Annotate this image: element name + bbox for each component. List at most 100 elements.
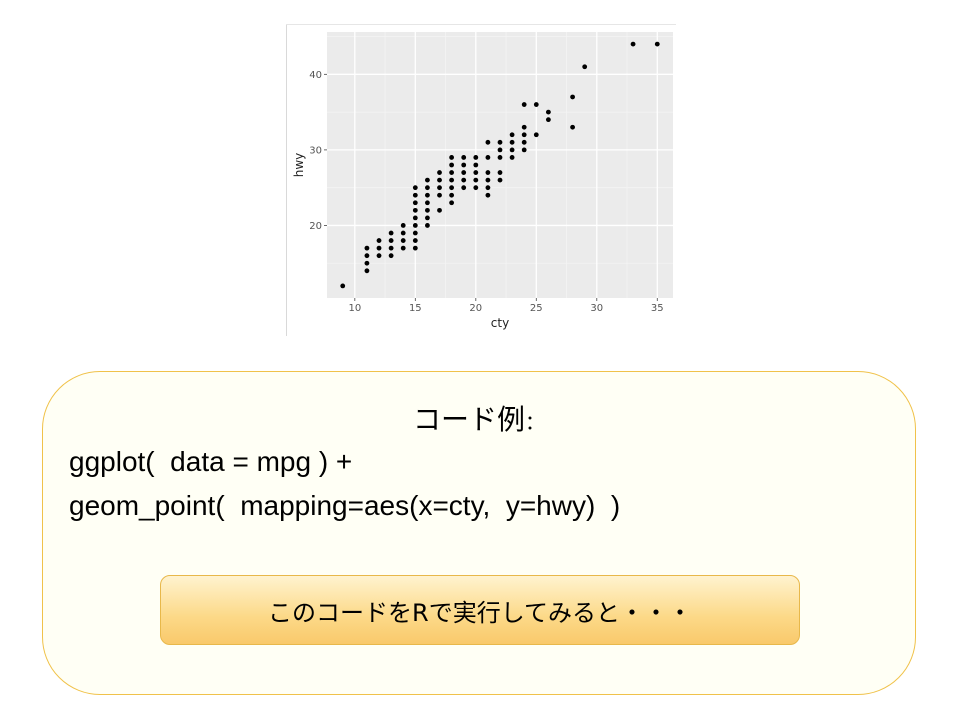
data-point bbox=[412, 223, 418, 228]
data-point bbox=[485, 192, 491, 198]
data-point bbox=[364, 253, 370, 259]
data-point bbox=[425, 200, 430, 206]
data-point bbox=[545, 117, 551, 123]
data-point bbox=[364, 260, 370, 266]
x-axis-ticks: 10 15 20 25 30 35 bbox=[348, 298, 664, 314]
code-example-panel: コード例： ggplot( data = mpg ) + geom_point(… bbox=[42, 371, 916, 695]
data-point bbox=[388, 245, 394, 251]
data-point bbox=[425, 207, 430, 213]
data-point bbox=[449, 200, 455, 206]
data-point bbox=[485, 139, 491, 145]
y-tick-label: 30 bbox=[309, 145, 322, 156]
x-tick-label: 20 bbox=[469, 303, 482, 314]
x-tick-label: 10 bbox=[348, 303, 361, 314]
data-point bbox=[497, 147, 503, 153]
plot-panel bbox=[327, 32, 673, 298]
data-point bbox=[509, 139, 515, 145]
data-point bbox=[412, 215, 418, 221]
data-point bbox=[437, 192, 442, 198]
data-point bbox=[654, 41, 660, 47]
data-point bbox=[509, 147, 515, 153]
data-point bbox=[461, 177, 467, 183]
data-point bbox=[533, 102, 539, 107]
scatter-plot: 10 15 20 25 30 35 20 30 40 cty hwy bbox=[286, 24, 676, 336]
data-point bbox=[388, 253, 394, 259]
data-point bbox=[473, 177, 479, 183]
data-point bbox=[412, 185, 418, 191]
code-example-title-text: コード例 bbox=[412, 403, 525, 436]
data-point bbox=[376, 245, 382, 251]
data-point bbox=[485, 185, 491, 191]
data-point bbox=[473, 185, 479, 191]
data-point bbox=[545, 109, 551, 115]
x-tick-label: 30 bbox=[590, 303, 603, 314]
data-point bbox=[630, 41, 636, 47]
data-point bbox=[509, 155, 515, 160]
data-point bbox=[449, 192, 455, 198]
data-point bbox=[364, 268, 370, 274]
data-point bbox=[521, 102, 527, 107]
data-point bbox=[412, 192, 418, 198]
x-axis-title: cty bbox=[491, 316, 509, 330]
code-example-title: コード例： bbox=[43, 398, 915, 438]
data-point bbox=[364, 245, 370, 251]
data-point bbox=[425, 185, 430, 191]
data-point bbox=[485, 177, 491, 183]
data-point bbox=[400, 223, 406, 228]
data-point bbox=[497, 170, 503, 175]
data-point bbox=[461, 155, 467, 160]
data-point bbox=[521, 124, 527, 130]
y-axis-title: hwy bbox=[292, 153, 306, 178]
data-point bbox=[449, 162, 455, 168]
data-point bbox=[485, 170, 491, 175]
minor-gridlines bbox=[327, 32, 673, 298]
data-point bbox=[533, 132, 539, 138]
data-point bbox=[425, 223, 430, 228]
data-point bbox=[461, 162, 467, 168]
data-point bbox=[340, 283, 346, 289]
run-code-button[interactable]: このコードをRで実行してみると・・・ bbox=[160, 575, 800, 645]
data-point bbox=[509, 132, 515, 138]
data-point bbox=[449, 170, 455, 175]
data-point bbox=[473, 155, 479, 160]
data-point bbox=[400, 230, 406, 236]
data-point bbox=[449, 177, 455, 183]
data-point bbox=[521, 139, 527, 145]
data-point bbox=[485, 155, 491, 160]
x-tick-label: 25 bbox=[530, 303, 543, 314]
data-point bbox=[425, 215, 430, 221]
data-point bbox=[437, 185, 442, 191]
data-point bbox=[461, 185, 467, 191]
data-point bbox=[376, 253, 382, 259]
data-point bbox=[412, 245, 418, 251]
data-point bbox=[400, 245, 406, 251]
data-point bbox=[388, 230, 394, 236]
data-point bbox=[376, 238, 382, 243]
data-point bbox=[412, 207, 418, 213]
data-point bbox=[473, 162, 479, 168]
data-point bbox=[497, 155, 503, 160]
data-point bbox=[449, 155, 455, 160]
data-point bbox=[521, 147, 527, 153]
data-point bbox=[412, 238, 418, 243]
data-point bbox=[400, 238, 406, 243]
data-point bbox=[570, 94, 575, 100]
data-point bbox=[412, 200, 418, 206]
data-point bbox=[437, 177, 442, 183]
data-point bbox=[449, 185, 455, 191]
x-tick-label: 15 bbox=[409, 303, 422, 314]
data-point bbox=[497, 139, 503, 145]
data-point bbox=[582, 64, 588, 70]
data-point bbox=[461, 170, 467, 175]
y-tick-label: 20 bbox=[309, 221, 322, 232]
y-axis-ticks: 20 30 40 bbox=[309, 70, 327, 232]
data-point bbox=[425, 192, 430, 198]
code-line-2: geom_point( mapping=aes(x=cty, y=hwy) ) bbox=[69, 490, 621, 521]
data-point bbox=[437, 207, 442, 213]
data-point bbox=[497, 177, 503, 183]
data-point bbox=[570, 124, 575, 130]
code-line-1: ggplot( data = mpg ) + bbox=[69, 446, 353, 477]
data-point bbox=[388, 238, 394, 243]
code-example-title-colon: ： bbox=[525, 410, 545, 434]
data-point bbox=[473, 170, 479, 175]
